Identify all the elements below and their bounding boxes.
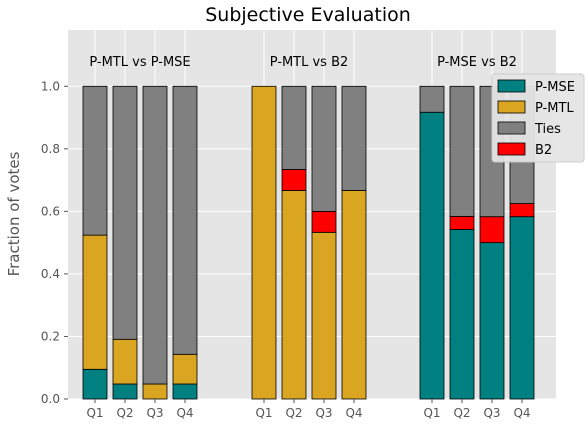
bar-segment-p-mse	[82, 368, 108, 400]
x-tick-label: Q4	[176, 406, 193, 420]
bar-segment-p-mtl	[251, 85, 277, 400]
x-ticks: Q1 Q2 Q3 Q4 Q1 Q2 Q3 Q4 Q1 Q2 Q3 Q4	[86, 399, 531, 420]
bar-segment-b2	[281, 169, 307, 191]
y-ticks: 0.0 0.2 0.4 0.6 0.8 1.0	[41, 79, 68, 406]
bar-segment-p-mtl	[142, 383, 168, 400]
bar-segment-ties	[142, 85, 168, 385]
bar-segment-p-mse	[479, 242, 505, 400]
group-label: P-MTL vs B2	[270, 55, 349, 70]
bar-segment-p-mse	[172, 383, 198, 400]
bar-segment-p-mse	[419, 111, 445, 400]
y-tick-label: 0.6	[41, 204, 60, 218]
x-tick-label: Q4	[345, 406, 362, 420]
x-tick-label: Q1	[86, 406, 103, 420]
legend-label: P-MSE	[535, 80, 575, 95]
x-tick-label: Q4	[513, 406, 530, 420]
bar-segment-p-mse	[449, 229, 475, 400]
bar-segment-ties	[419, 85, 445, 113]
bar-segment-b2	[509, 203, 535, 218]
legend-swatch-p-mse	[497, 79, 526, 93]
bar-segment-p-mtl	[281, 190, 307, 400]
bar-segment-p-mtl	[112, 338, 138, 385]
group-label: P-MSE vs B2	[437, 55, 517, 70]
bar-segment-b2	[449, 215, 475, 230]
group-label: P-MTL vs P-MSE	[89, 55, 190, 70]
x-tick-label: Q3	[146, 406, 163, 420]
bar-segment-p-mse	[509, 216, 535, 400]
bar-segment-b2	[479, 216, 505, 244]
bar-segment-p-mse	[112, 383, 138, 400]
legend-label: P-MTL	[535, 101, 574, 116]
y-tick-label: 0.8	[41, 142, 60, 156]
y-tick-label: 0.0	[41, 392, 60, 406]
x-tick-label: Q3	[483, 406, 500, 420]
chart-title: Subjective Evaluation	[205, 4, 411, 26]
bar-segment-ties	[311, 85, 337, 212]
bar-segment-ties	[281, 85, 307, 170]
legend: P-MSE P-MTL Ties B2	[491, 73, 585, 163]
bar-segment-ties	[112, 85, 138, 340]
y-axis-label: Fraction of votes	[5, 151, 23, 276]
legend-swatch-b2	[497, 142, 526, 156]
bars-layer	[82, 85, 535, 400]
bar-segment-b2	[311, 210, 337, 233]
bar-segment-p-mtl	[311, 231, 337, 400]
y-tick-label: 1.0	[41, 79, 60, 93]
bar-segment-p-mtl	[341, 190, 367, 400]
x-tick-label: Q2	[116, 406, 133, 420]
legend-box	[491, 73, 585, 163]
x-tick-label: Q3	[315, 406, 332, 420]
legend-swatch-p-mtl	[497, 100, 526, 114]
group-labels: P-MTL vs P-MSE P-MTL vs B2 P-MSE vs B2	[89, 55, 517, 70]
legend-label: B2	[535, 143, 552, 158]
bar-segment-p-mtl	[172, 353, 198, 385]
x-tick-label: Q2	[453, 406, 470, 420]
x-tick-label: Q1	[255, 406, 272, 420]
bar-segment-ties	[172, 85, 198, 355]
legend-label: Ties	[534, 122, 561, 137]
x-tick-label: Q2	[285, 406, 302, 420]
bar-segment-ties	[341, 85, 367, 191]
x-tick-label: Q1	[423, 406, 440, 420]
bar-segment-ties	[82, 85, 108, 236]
bar-segment-ties	[449, 85, 475, 217]
legend-swatch-ties	[497, 121, 526, 135]
bar-segment-p-mtl	[82, 234, 108, 370]
y-tick-label: 0.4	[41, 267, 60, 281]
y-tick-label: 0.2	[41, 329, 60, 343]
